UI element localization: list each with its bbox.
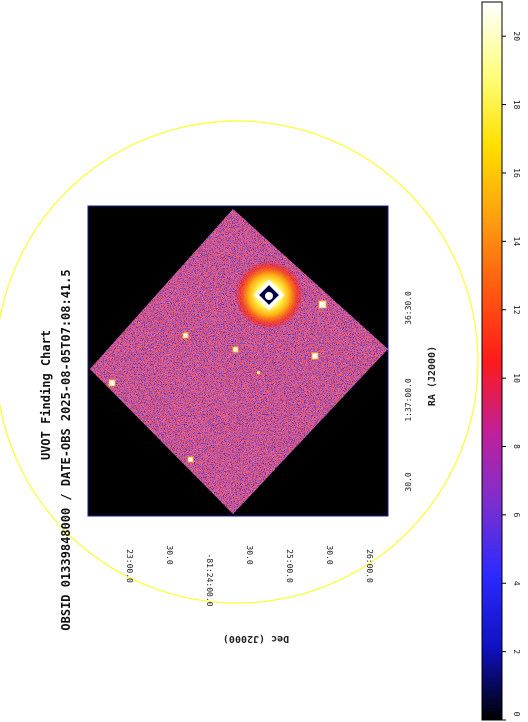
field-noise-red — [90, 209, 388, 514]
dec-tick-label: 23:00.0 — [125, 549, 134, 583]
dec-tick-label: 30.0 — [325, 545, 334, 564]
colorbar-tick-label: 18 — [512, 100, 521, 110]
colorbar: 0 2 4 6 8 10 12 14 16 18 20 — [481, 1, 521, 721]
colorbar-frame — [481, 1, 503, 721]
dec-tick-label: 26:00.0 — [365, 549, 374, 583]
point-sources — [108, 300, 327, 463]
core-dot — [265, 292, 273, 300]
colorbar-tick-label: 6 — [512, 512, 521, 517]
colorbar-tick-label: 14 — [512, 237, 521, 247]
colorbar-tick-label: 4 — [512, 581, 521, 586]
dec-tick-label: 30.0 — [245, 545, 254, 564]
region-circle — [0, 120, 479, 604]
ra-axis-label: RA (J2000) — [427, 346, 438, 406]
source — [108, 379, 116, 387]
source — [187, 456, 194, 463]
colorbar-tick-label: 8 — [512, 444, 521, 449]
source — [311, 352, 319, 360]
dec-tick-label: 30.0 — [165, 545, 174, 564]
dec-tick-label: 25:00.0 — [285, 549, 294, 583]
dec-axis-label: Dec (J2000) — [223, 633, 289, 644]
chart-title: UVOT Finding Chart — [39, 330, 53, 460]
colorbar-fill — [482, 2, 502, 720]
ra-tick-label: 36:30.0 — [404, 291, 413, 325]
bright-source — [235, 261, 303, 329]
ra-tick-label: 1:37:00.0 — [404, 378, 413, 422]
colorbar-tick-label: 16 — [512, 168, 521, 178]
chart-subtitle: OBSID 01339848000 / DATE-OBS 2025-08-05T… — [59, 269, 73, 630]
colorbar-tick-label: 10 — [512, 373, 521, 383]
dec-tick-label: -81:24:00.0 — [205, 554, 214, 607]
colorbar-tick-label: 20 — [512, 31, 521, 41]
colorbar-tick-label: 0 — [512, 712, 521, 717]
uvot-field — [90, 209, 388, 514]
source — [318, 300, 327, 309]
source — [232, 346, 239, 353]
colorbar-ticks: 0 2 4 6 8 10 12 14 16 18 20 — [502, 31, 521, 721]
source — [257, 371, 260, 374]
ra-tick-label: 30.0 — [404, 472, 413, 491]
colorbar-tick-label: 12 — [512, 305, 521, 315]
colorbar-tick-label: 2 — [512, 649, 521, 654]
source — [182, 332, 189, 339]
